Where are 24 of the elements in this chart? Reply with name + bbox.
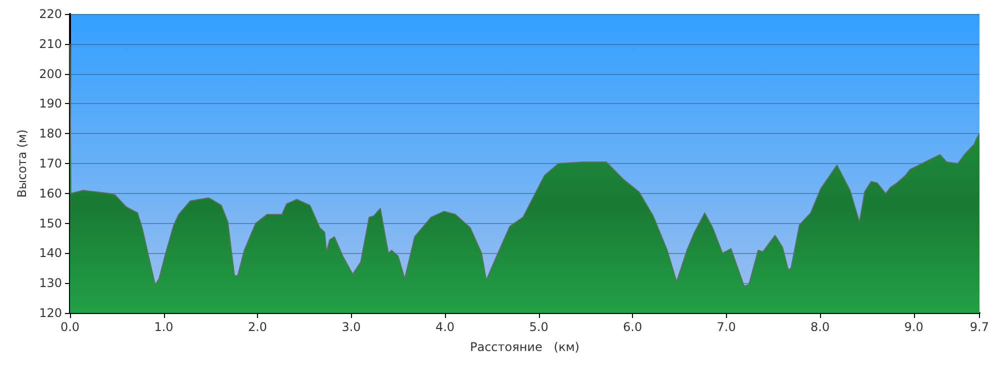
y-tick-label: 130 — [39, 276, 62, 290]
y-tick-label: 120 — [39, 306, 62, 320]
x-tick-label: 9.7 — [970, 320, 990, 334]
x-tick-label: 0.0 — [60, 320, 80, 334]
x-tick-label: 3.0 — [342, 320, 361, 334]
y-axis-title: Высота (м) — [15, 129, 29, 198]
y-tick-label: 160 — [39, 186, 62, 200]
x-tick-label: 1.0 — [154, 320, 174, 334]
x-tick-label: 5.0 — [529, 320, 548, 334]
x-axis-title: Расстояние (км) — [470, 340, 580, 354]
y-tick-label: 220 — [39, 7, 62, 21]
y-tick-label: 180 — [39, 126, 62, 141]
y-tick-label: 170 — [39, 156, 62, 170]
x-tick-label: 6.0 — [623, 320, 642, 334]
x-tick-label: 7.0 — [716, 320, 736, 334]
x-tick-label: 8.0 — [810, 320, 830, 334]
y-tick-label: 190 — [39, 96, 62, 111]
y-tick-label: 140 — [39, 246, 62, 260]
x-tick-label: 9.0 — [904, 320, 924, 334]
y-tick-label: 200 — [39, 66, 62, 81]
y-tick-label: 150 — [39, 216, 62, 230]
y-tick-label: 210 — [39, 36, 62, 51]
x-tick-label: 2.0 — [248, 320, 268, 334]
x-tick-label: 4.0 — [435, 320, 455, 334]
